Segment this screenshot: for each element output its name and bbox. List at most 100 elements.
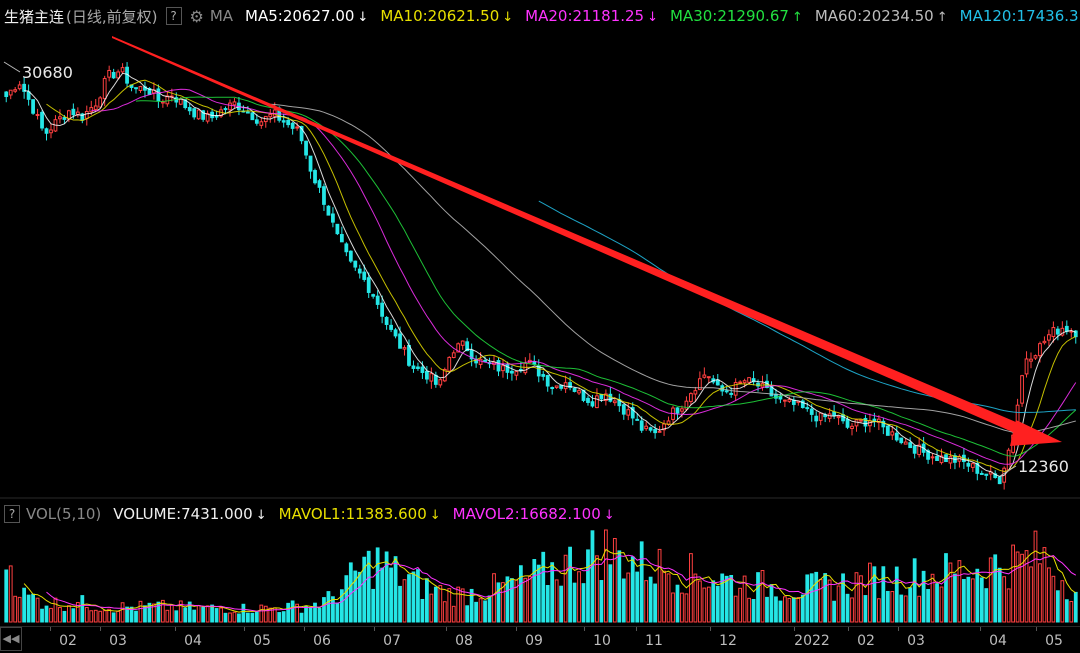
mavol2-value: MAVOL2:16682.100 ↓	[452, 505, 615, 523]
candle	[876, 418, 881, 423]
volume-bar	[953, 573, 957, 623]
candle	[863, 417, 868, 427]
ma20-line	[91, 88, 1077, 465]
volume-bar	[876, 598, 881, 623]
candle	[156, 88, 161, 102]
candle	[371, 294, 376, 297]
candle	[1024, 358, 1029, 375]
volume-bar	[147, 602, 152, 623]
volume-bar	[53, 597, 58, 623]
volume-bar	[35, 597, 40, 623]
candle	[550, 387, 555, 390]
candle	[232, 101, 237, 106]
volume-bar	[237, 613, 241, 623]
volume-bar	[169, 604, 174, 623]
volume-bar	[246, 612, 250, 623]
volume-bar	[1006, 588, 1011, 623]
x-tick-mark	[50, 627, 51, 631]
candle	[411, 365, 416, 369]
volume-bar	[715, 585, 720, 623]
candle	[71, 108, 76, 116]
scroll-left-button[interactable]: ◀◀	[0, 627, 22, 651]
volume-bar	[201, 606, 206, 623]
volume-bar	[304, 605, 308, 623]
kline-chart[interactable]: 30680 12360	[0, 0, 1080, 626]
volume-bar	[1020, 553, 1024, 623]
volume-bar	[75, 602, 80, 623]
price-legend: 生猪主连 (日线,前复权) ? ⚙ MA MA5:20627.00 ↓ MA10:…	[0, 0, 1080, 32]
candle	[818, 412, 823, 421]
candle	[478, 358, 483, 365]
volume-bar	[487, 595, 492, 623]
candle	[398, 333, 402, 349]
volume-bar	[868, 562, 872, 623]
volume-bar	[138, 600, 143, 623]
volume-bar	[125, 606, 129, 623]
volume-bar	[863, 595, 868, 623]
volume-bar	[58, 606, 62, 623]
help-button[interactable]: ?	[165, 7, 182, 25]
volume-bar	[313, 602, 317, 623]
candle	[814, 415, 819, 422]
low-price-label: 12360	[1018, 457, 1069, 476]
volume-bar	[290, 600, 295, 623]
candle	[326, 205, 331, 216]
volume-bar	[299, 612, 304, 623]
volume-bar	[671, 592, 675, 623]
volume-bar	[621, 578, 626, 623]
candle	[111, 71, 116, 79]
candle	[429, 373, 434, 382]
volume-bar	[697, 580, 702, 623]
candle	[648, 427, 653, 431]
candle	[612, 400, 617, 404]
candle	[510, 370, 514, 374]
candle	[335, 223, 340, 235]
volume-bar	[416, 569, 420, 623]
volume-bar	[684, 593, 689, 623]
volume-bar	[277, 612, 282, 623]
candle	[107, 69, 112, 78]
volume-bar	[102, 610, 107, 623]
candle	[724, 390, 729, 393]
volume-bar	[563, 554, 568, 623]
volume-bar	[774, 596, 778, 623]
volume-bar	[527, 576, 532, 623]
candle	[805, 407, 810, 410]
candle	[8, 89, 13, 96]
volume-bar	[478, 598, 483, 623]
x-tick-mark	[516, 627, 517, 631]
volume-bar	[134, 610, 138, 623]
candle	[26, 91, 31, 100]
candle	[532, 361, 537, 365]
volume-bar	[702, 587, 707, 623]
candle	[890, 431, 895, 436]
candle	[715, 379, 720, 386]
volume-bar	[894, 566, 899, 623]
x-tick-mark	[794, 627, 795, 631]
candle	[308, 155, 313, 172]
volume-bar	[648, 576, 653, 623]
volume-bar	[1015, 551, 1020, 623]
candle	[836, 415, 841, 419]
contract-title: 生猪主连	[4, 7, 65, 26]
candle	[469, 349, 474, 360]
volume-bar	[93, 609, 98, 623]
volume-bar	[1029, 566, 1033, 623]
volume-bar	[286, 602, 291, 623]
gear-icon[interactable]: ⚙	[189, 6, 204, 26]
volume-bar	[930, 573, 935, 623]
volume-bar	[22, 587, 27, 623]
volume-bar	[577, 571, 581, 623]
x-tick-mark	[446, 627, 447, 631]
candle	[586, 397, 590, 403]
volume-bar	[384, 551, 389, 623]
candle	[966, 462, 971, 467]
volume-help-button[interactable]: ?	[4, 505, 20, 523]
volume-bar	[559, 585, 564, 623]
candle	[501, 365, 505, 372]
x-tick-label: 07	[383, 633, 401, 649]
candle	[684, 400, 689, 410]
mavol2-arrow-icon: ↓	[603, 508, 615, 523]
volume-bar	[1011, 544, 1015, 623]
volume-bar	[357, 571, 362, 623]
